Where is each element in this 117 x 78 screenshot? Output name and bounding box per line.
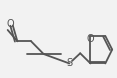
Text: O: O xyxy=(87,34,94,44)
Text: S: S xyxy=(66,58,72,68)
Text: O: O xyxy=(6,19,14,29)
